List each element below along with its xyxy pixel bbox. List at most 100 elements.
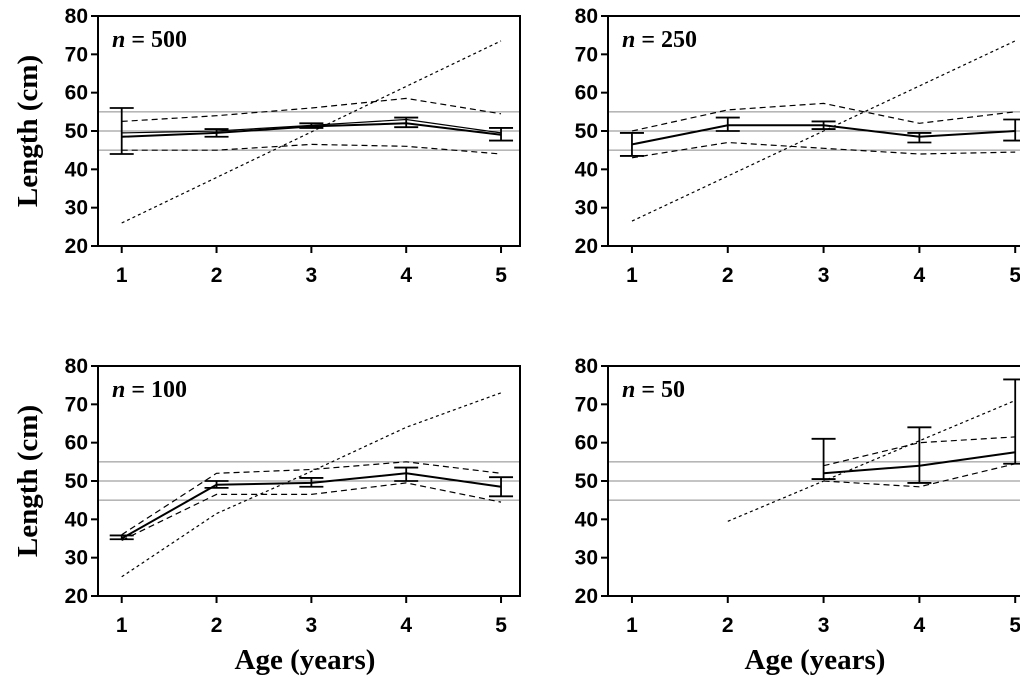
panel-label: n = 500: [112, 27, 187, 53]
y-tick-label: 50: [575, 120, 598, 143]
x-tick-label: 4: [914, 614, 926, 637]
x-tick-label: 3: [306, 614, 318, 637]
error-bar: [204, 480, 229, 489]
series-lower-dashed: [121, 482, 502, 541]
error-bar: [907, 426, 932, 484]
panel-label-value: = 50: [635, 377, 685, 403]
error-bar: [907, 132, 932, 144]
y-tick-label: 20: [65, 235, 88, 258]
panels: 20 30 40 50 60 70 80 1 2 3 4 5 n = 500 20 30 40 50 60 70 80…: [65, 5, 1020, 637]
x-axis-title-right: Age (years): [745, 644, 886, 676]
y-tick-label: 70: [575, 393, 598, 416]
y-tick-label: 20: [575, 585, 598, 608]
error-bar: [109, 534, 134, 541]
y-tick-label: 40: [65, 508, 88, 531]
y-tick-label: 40: [575, 158, 598, 181]
y-tick-label: 20: [65, 585, 88, 608]
y-tick-label: 70: [65, 393, 88, 416]
x-tick-label: 5: [495, 264, 507, 287]
y-tick-label: 40: [575, 508, 598, 531]
y-tick-label: 80: [65, 5, 88, 28]
panel-label: n = 50: [622, 377, 685, 403]
panel-label-value: = 250: [635, 27, 697, 53]
error-bar: [1003, 378, 1020, 465]
panel-label-value: = 500: [125, 27, 187, 53]
x-tick-label: 1: [116, 614, 128, 637]
series-diagonal-dotted: [727, 399, 1016, 522]
y-tick-label: 20: [575, 235, 598, 258]
y-tick-label: 40: [65, 158, 88, 181]
error-bar: [204, 128, 229, 138]
panel-label-n: n: [622, 27, 635, 53]
y-tick-label: 70: [575, 43, 598, 66]
panel-label-n: n: [622, 377, 635, 403]
error-bar: [109, 107, 134, 155]
panel-label-n: n: [112, 27, 125, 53]
x-tick-label: 4: [400, 614, 412, 637]
x-axis-title-left: Age (years): [235, 644, 376, 676]
error-bar: [299, 477, 324, 488]
y-tick-label: 60: [575, 82, 598, 105]
error-bar: [811, 120, 836, 130]
y-axis-title-bottom: Length (cm): [12, 405, 44, 557]
y-tick-label: 50: [65, 470, 88, 493]
y-tick-label: 30: [65, 547, 88, 570]
x-tick-label: 5: [1009, 614, 1020, 637]
chart-panel-2: 20 30 40 50 60 70 80 1 2 3 4 5 n = 250: [575, 5, 1020, 287]
error-bar: [619, 132, 644, 157]
error-bar: [811, 437, 836, 480]
y-tick-label: 60: [65, 82, 88, 105]
y-tick-label: 70: [65, 43, 88, 66]
chart-panel-4: 20 30 40 50 60 70 80 1 2 3 4 5 n = 50: [575, 355, 1020, 637]
y-tick-label: 50: [65, 120, 88, 143]
y-axis-title-top: Length (cm): [12, 55, 44, 207]
x-tick-label: 3: [306, 264, 318, 287]
x-tick-label: 5: [495, 614, 507, 637]
error-bar: [299, 122, 324, 129]
error-bar: [715, 116, 740, 132]
error-bar: [394, 116, 419, 129]
chart-panel-1: 20 30 40 50 60 70 80 1 2 3 4 5 n = 500: [65, 5, 521, 287]
y-tick-label: 30: [575, 197, 598, 220]
error-bar: [394, 466, 419, 482]
series-diagonal-dotted: [121, 392, 502, 578]
series-lower-dashed: [823, 463, 1016, 488]
y-tick-label: 60: [575, 432, 598, 455]
error-bar: [489, 127, 514, 142]
y-tick-label: 50: [575, 470, 598, 493]
y-tick-label: 80: [575, 355, 598, 378]
series-upper-dashed: [121, 461, 502, 536]
panel-label-value: = 100: [125, 377, 187, 403]
x-tick-label: 2: [722, 264, 734, 287]
series-upper-dashed: [121, 97, 502, 122]
panel-label: n = 250: [622, 27, 697, 53]
series-diagonal-dotted: [631, 40, 1016, 222]
series-upper-dashed: [823, 436, 1016, 467]
series-lower-dashed: [631, 141, 1016, 159]
panel-label: n = 100: [112, 377, 187, 403]
series-diagonal-dotted: [121, 40, 502, 224]
y-tick-label: 80: [575, 5, 598, 28]
error-bar: [1003, 118, 1020, 142]
error-bar: [489, 476, 514, 498]
y-tick-label: 80: [65, 355, 88, 378]
x-tick-label: 1: [626, 264, 638, 287]
panel-label-n: n: [112, 377, 125, 403]
series-lower-dashed: [121, 143, 502, 155]
x-tick-label: 2: [211, 614, 223, 637]
x-tick-label: 3: [818, 614, 830, 637]
x-tick-label: 3: [818, 264, 830, 287]
x-tick-label: 4: [914, 264, 926, 287]
chart-panel-3: 20 30 40 50 60 70 80 1 2 3 4 5 n = 100: [65, 355, 521, 637]
y-tick-label: 60: [65, 432, 88, 455]
x-tick-label: 1: [116, 264, 128, 287]
series-upper-dashed: [631, 102, 1016, 132]
y-tick-label: 30: [575, 547, 598, 570]
x-tick-label: 2: [722, 614, 734, 637]
x-tick-label: 5: [1009, 264, 1020, 287]
x-tick-label: 2: [211, 264, 223, 287]
x-tick-label: 1: [626, 614, 638, 637]
y-tick-label: 30: [65, 197, 88, 220]
x-tick-label: 4: [400, 264, 412, 287]
